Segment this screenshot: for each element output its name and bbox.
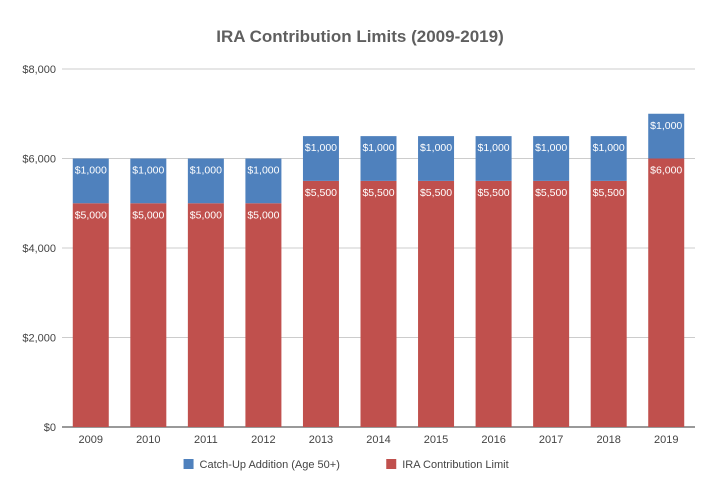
data-label: $1,000 — [535, 142, 567, 154]
x-tick-label: 2017 — [539, 434, 563, 446]
bar-segment-catch-up-2011 — [187, 158, 224, 204]
bar-segment-ira-limit-2017 — [533, 180, 570, 427]
data-label: $5,500 — [362, 187, 394, 199]
data-label: $1,000 — [132, 165, 164, 177]
y-axis-ticks: $0 $2,000 $4,000 $6,000 $8,000 — [22, 64, 56, 434]
x-tick-label: 2014 — [366, 434, 390, 446]
bar-segment-ira-limit-2009 — [72, 203, 109, 427]
bar-segment-catch-up-2013 — [302, 136, 339, 181]
y-tick-label: $8,000 — [22, 64, 56, 76]
bar-segment-catch-up-2009 — [72, 158, 109, 204]
bar-segment-ira-limit-2014 — [360, 180, 397, 427]
bar-segment-ira-limit-2013 — [302, 180, 339, 427]
x-tick-label: 2012 — [251, 434, 275, 446]
data-label: $6,000 — [650, 165, 682, 177]
x-tick-label: 2015 — [424, 434, 448, 446]
bar-segment-catch-up-2014 — [360, 136, 397, 181]
bar-segment-ira-limit-2016 — [475, 180, 512, 427]
bar-segment-catch-up-2016 — [475, 136, 512, 181]
bar-segment-ira-limit-2015 — [418, 180, 455, 427]
data-label: $1,000 — [420, 142, 452, 154]
data-label: $1,000 — [593, 142, 625, 154]
data-label: $5,000 — [190, 209, 222, 221]
bar-segment-ira-limit-2011 — [187, 203, 224, 427]
data-label: $1,000 — [305, 142, 337, 154]
legend: Catch-Up Addition (Age 50+) IRA Contribut… — [183, 459, 509, 471]
data-label: $5,500 — [535, 187, 567, 199]
y-tick-label: $4,000 — [22, 243, 56, 255]
x-tick-label: 2019 — [654, 434, 678, 446]
bar-segment-ira-limit-2019 — [648, 158, 685, 427]
x-tick-label: 2009 — [79, 434, 103, 446]
data-label: $1,000 — [190, 165, 222, 177]
bar-segment-catch-up-2019 — [648, 113, 685, 159]
data-label: $1,000 — [362, 142, 394, 154]
bar-segment-catch-up-2015 — [418, 136, 455, 181]
data-label: $5,000 — [132, 209, 164, 221]
bar-segment-ira-limit-2010 — [130, 203, 167, 427]
x-tick-label: 2013 — [309, 434, 333, 446]
data-label: $1,000 — [478, 142, 510, 154]
data-label: $5,000 — [75, 209, 107, 221]
data-label: $5,000 — [247, 209, 279, 221]
y-tick-label: $2,000 — [22, 333, 56, 345]
bar-segment-catch-up-2012 — [245, 158, 282, 204]
x-axis-ticks: 2009 2010 2011 2012 2013 2014 2015 2016 2017 2018… — [79, 434, 679, 446]
chart-title: IRA Contribution Limits (2009-2019) — [216, 27, 503, 46]
y-tick-label: $0 — [44, 422, 56, 434]
bar-segment-catch-up-2018 — [590, 136, 627, 181]
data-label: $5,500 — [305, 187, 337, 199]
legend-label: IRA Contribution Limit — [402, 459, 508, 471]
bar-segment-ira-limit-2018 — [590, 180, 627, 427]
data-label: $1,000 — [650, 120, 682, 132]
x-tick-label: 2018 — [596, 434, 620, 446]
x-tick-label: 2011 — [194, 434, 218, 446]
data-label: $5,500 — [420, 187, 452, 199]
data-label: $5,500 — [478, 187, 510, 199]
legend-swatch — [183, 459, 194, 469]
data-label: $1,000 — [75, 165, 107, 177]
data-label: $5,500 — [593, 187, 625, 199]
data-labels: $5,000 $1,000 $5,000 $1,000 $5,000 $1,000 $5,0… — [75, 120, 683, 222]
bars — [72, 113, 685, 427]
y-tick-label: $6,000 — [22, 154, 56, 166]
bar-segment-catch-up-2017 — [533, 136, 570, 181]
x-tick-label: 2010 — [136, 434, 160, 446]
bar-segment-ira-limit-2012 — [245, 203, 282, 427]
data-label: $1,000 — [247, 165, 279, 177]
bar-segment-catch-up-2010 — [130, 158, 167, 204]
x-tick-label: 2016 — [481, 434, 505, 446]
legend-label: Catch-Up Addition (Age 50+) — [200, 459, 340, 471]
legend-swatch — [386, 459, 397, 469]
